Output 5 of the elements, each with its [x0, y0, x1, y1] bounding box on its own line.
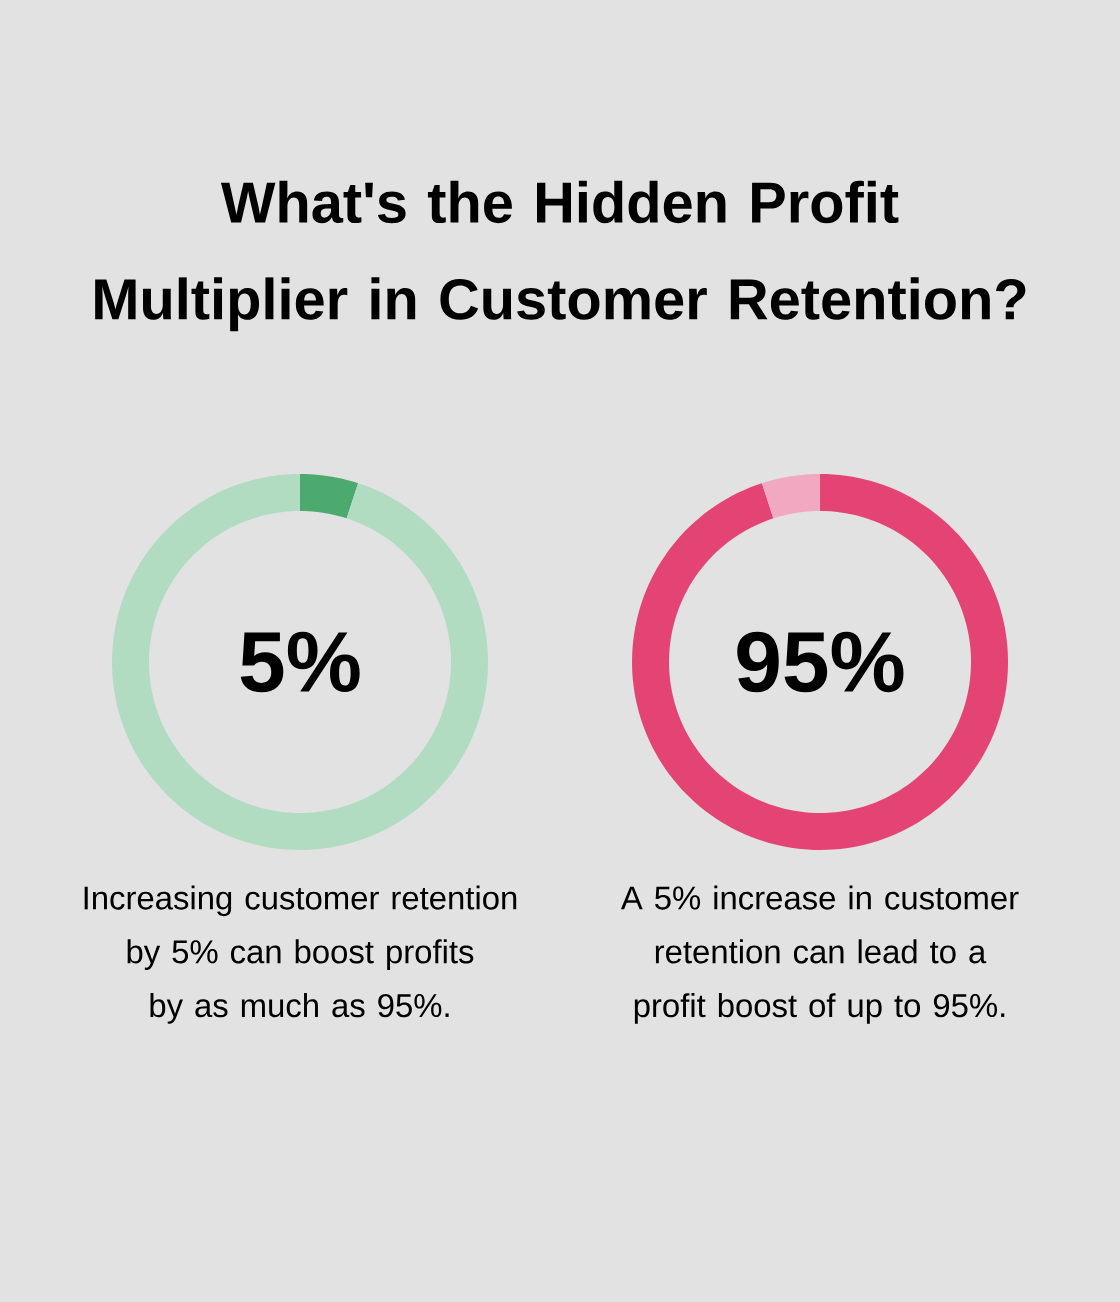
text: 5% [240, 631, 360, 693]
text: Increasing customer retention by 5% can boost profits by as much as 95%. [84, 885, 517, 1024]
text: 95% [737, 631, 904, 693]
text: A 5% increase in customer retention can lead to a profit boost of up to 95%. [620, 885, 1019, 1024]
chart-title: What's the Hidden Profit Multiplier in Customer Retention? [95, 180, 1026, 332]
